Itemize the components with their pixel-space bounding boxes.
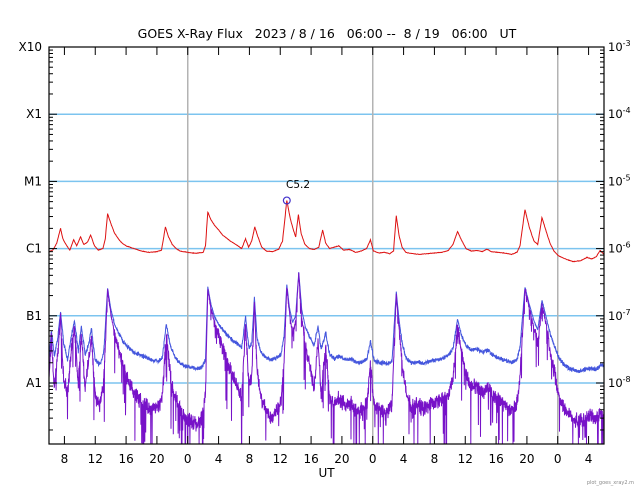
plot-frame [48, 46, 605, 445]
flare-annotation-label: C5.2 [285, 179, 311, 191]
script-watermark: plot_goes_xray2.m [586, 480, 634, 486]
right-axis-label: 10-7 [608, 308, 631, 323]
right-axis-label: 10-4 [608, 106, 631, 121]
x-tick-label: 4 [585, 452, 593, 466]
x-tick-label: 12 [458, 452, 473, 466]
x-tick-label: 4 [215, 452, 223, 466]
x-tick-label: 8 [431, 452, 439, 466]
x-tick-label: 16 [488, 452, 503, 466]
left-axis-label: M1 [24, 174, 42, 188]
x-tick-label: 12 [273, 452, 288, 466]
left-axis-label: A1 [26, 376, 42, 390]
chart-title: GOES X-Ray Flux 2023 / 8 / 16 06:00 -- 8… [137, 26, 517, 41]
x-tick-label: 12 [88, 452, 103, 466]
flare-peak-marker [282, 196, 291, 205]
x-tick-label: 20 [519, 452, 534, 466]
right-axis-label: 10-5 [608, 173, 631, 188]
x-tick-label: 4 [400, 452, 408, 466]
x-tick-label: 20 [149, 452, 164, 466]
x-tick-label: 8 [246, 452, 254, 466]
x-tick-label: 16 [303, 452, 318, 466]
x-tick-label: 0 [184, 452, 192, 466]
x-tick-label: 0 [554, 452, 562, 466]
x-tick-label: 8 [61, 452, 69, 466]
trace-xray-long-1-8A [48, 200, 605, 263]
right-axis-label: 10-6 [608, 241, 631, 256]
trace-xray-short-purple [48, 272, 605, 444]
x-axis-label: UT [318, 466, 335, 480]
x-tick-label: 0 [369, 452, 377, 466]
right-axis-label: 10-8 [608, 375, 631, 390]
left-axis-label: B1 [26, 309, 42, 323]
right-axis-label: 10-3 [608, 39, 631, 54]
left-axis-label: X1 [26, 107, 42, 121]
left-axis-label: X10 [19, 40, 43, 54]
left-axis-label: C1 [26, 242, 42, 256]
x-tick-label: 20 [334, 452, 349, 466]
trace-xray-short-blue [48, 272, 605, 374]
x-tick-label: 16 [118, 452, 133, 466]
